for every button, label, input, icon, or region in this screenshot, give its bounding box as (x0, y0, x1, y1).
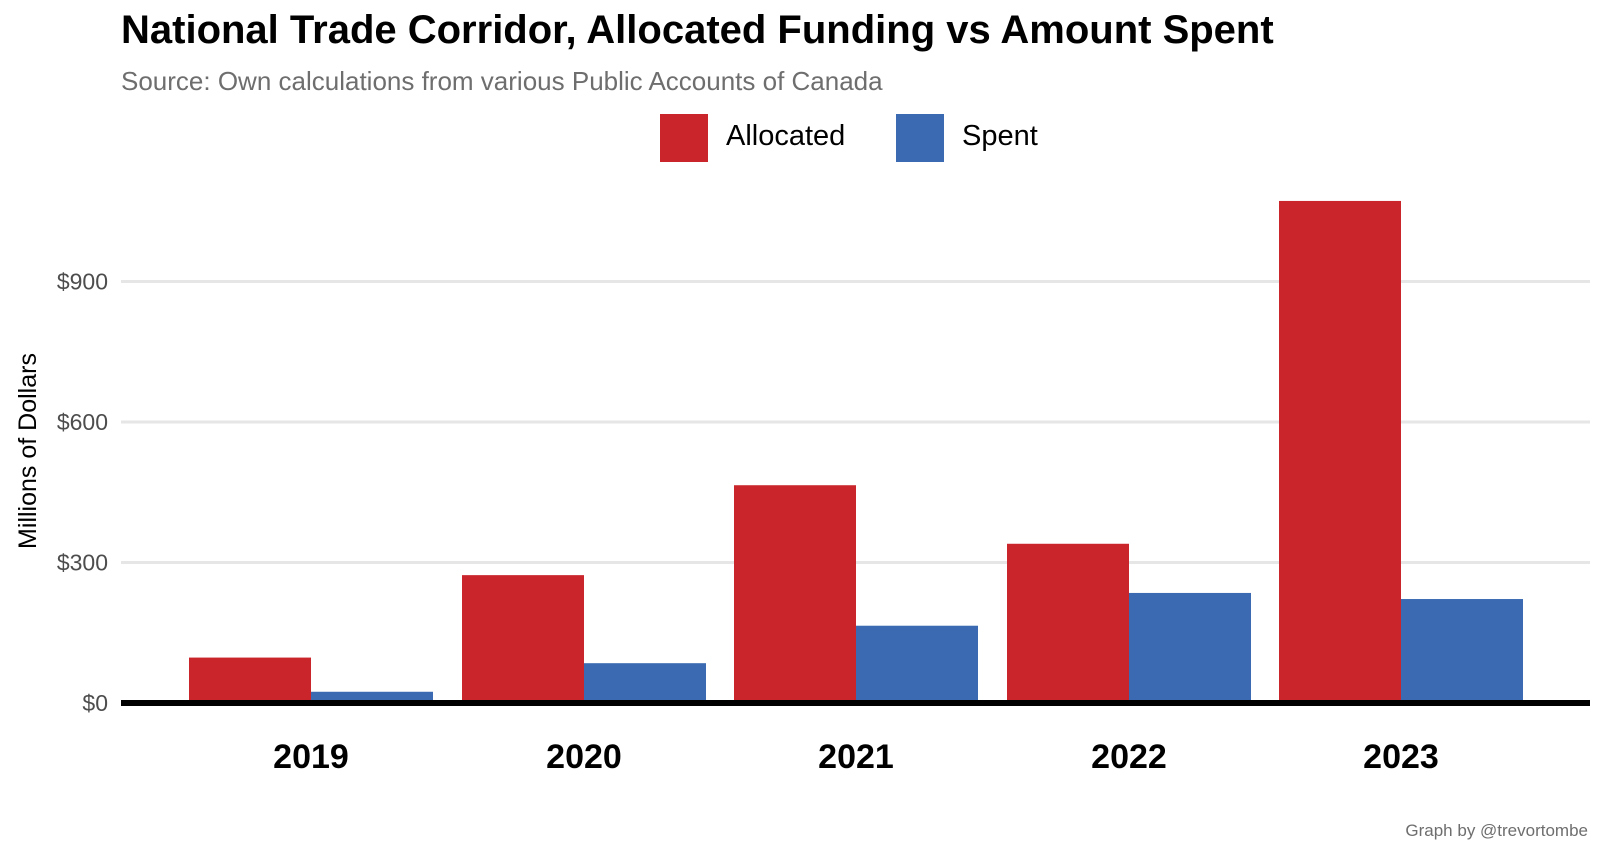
bar-allocated-2022 (1007, 543, 1129, 703)
legend-swatch-spent (896, 114, 944, 162)
legend-label-allocated: Allocated (726, 120, 846, 152)
legend: Allocated Spent (0, 113, 1600, 162)
y-tick-label: $300 (57, 550, 108, 576)
bars (189, 200, 1523, 704)
x-tick-label-2019: 2019 (273, 738, 349, 776)
bar-spent-2021 (856, 625, 978, 703)
chart-caption: Graph by @trevortombe (1405, 821, 1588, 840)
chart-subtitle: Source: Own calculations from various Pu… (121, 66, 883, 96)
y-tick-label: $900 (57, 269, 108, 295)
y-tick-label: $600 (57, 409, 108, 435)
legend-label-spent: Spent (962, 120, 1038, 152)
bar-allocated-2021 (734, 485, 856, 703)
x-tick-label-2021: 2021 (818, 738, 894, 776)
x-tick-label-2023: 2023 (1363, 738, 1439, 776)
y-tick-label: $0 (82, 690, 108, 716)
bar-spent-2020 (584, 663, 706, 703)
x-tick-label-2022: 2022 (1091, 738, 1167, 776)
chart-title: National Trade Corridor, Allocated Fundi… (121, 8, 1274, 52)
axes: $0 $300 $600 $900 2019 2020 2021 2022 2023 (57, 269, 1590, 776)
bar-spent-2019 (311, 691, 433, 703)
bar-allocated-2019 (189, 657, 311, 703)
bar-spent-2023 (1401, 599, 1523, 703)
y-axis-title: Millions of Dollars (14, 353, 42, 549)
legend-swatch-allocated (660, 114, 708, 162)
bar-allocated-2020 (462, 575, 584, 703)
x-tick-label-2020: 2020 (546, 738, 622, 776)
bar-allocated-2023 (1279, 200, 1401, 704)
bar-spent-2022 (1129, 592, 1251, 703)
